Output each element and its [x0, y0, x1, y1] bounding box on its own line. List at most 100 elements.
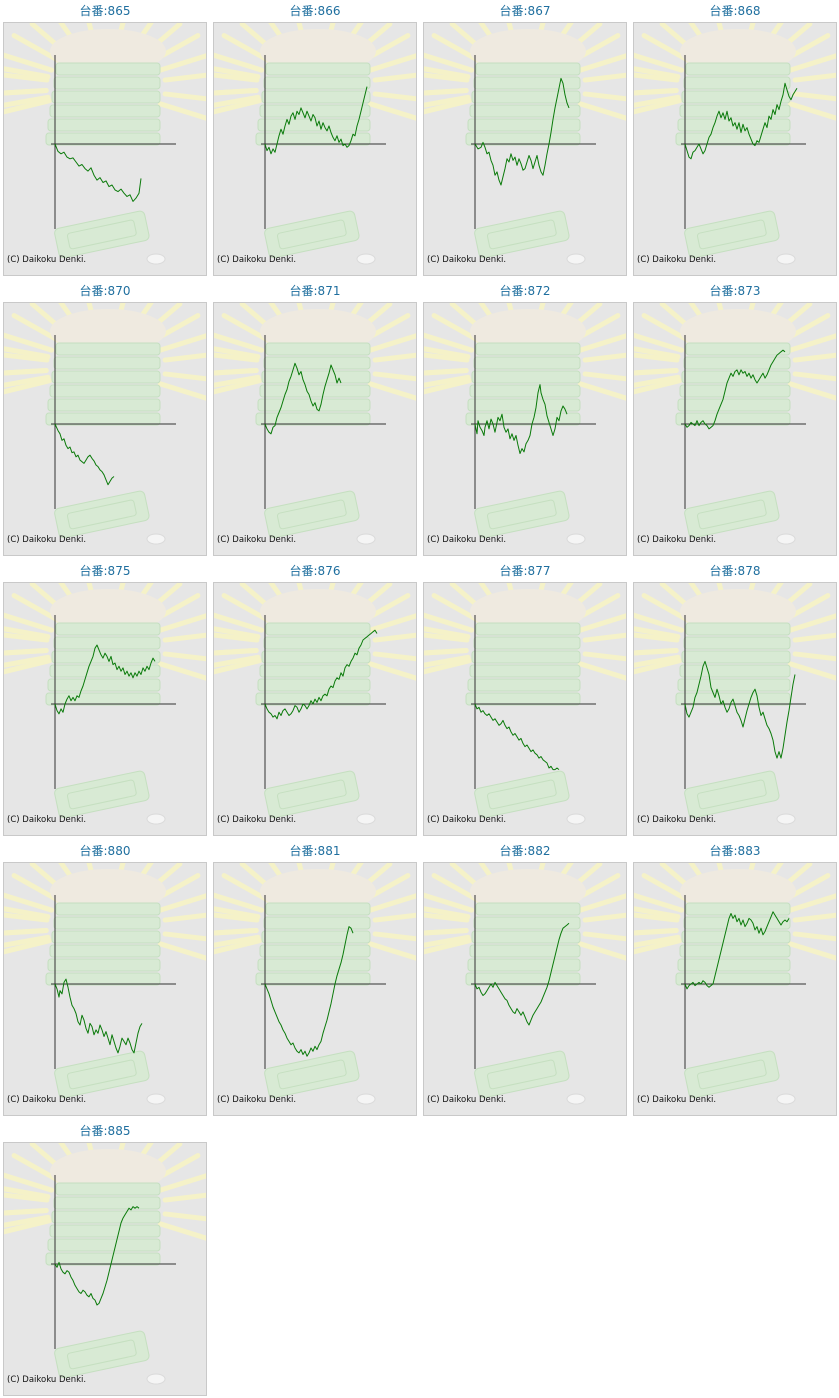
background-ray	[792, 632, 836, 643]
background-ray	[157, 101, 206, 121]
background-ray	[214, 98, 263, 115]
background-ray	[424, 658, 473, 675]
graph-panel: (C) Daikoku Denki.	[423, 302, 627, 556]
background-bottom-tray	[474, 770, 570, 819]
background-tray	[53, 76, 161, 90]
background-ray	[424, 906, 471, 920]
background-coin-pile	[50, 869, 166, 913]
background-coin-pile	[680, 869, 796, 913]
background-ray	[577, 53, 626, 73]
slump-line	[54, 644, 156, 715]
background-tray	[681, 650, 791, 664]
background-coin-pile	[470, 589, 586, 633]
background-ray	[162, 371, 206, 382]
background-tray	[261, 930, 371, 944]
copyright-label: (C) Daikoku Denki.	[7, 255, 87, 265]
machine-number-title[interactable]: 台番:885	[79, 1124, 131, 1138]
background-coin	[146, 1093, 166, 1105]
background-ray	[214, 927, 259, 936]
slump-graph	[634, 303, 836, 545]
machine-number-title[interactable]: 台番:873	[709, 284, 761, 298]
slump-line	[54, 143, 142, 202]
background-ray	[214, 87, 259, 96]
background-ray	[634, 352, 680, 363]
machine-number-title[interactable]: 台番:866	[289, 4, 341, 18]
background-tray	[263, 636, 371, 650]
background-coin-pile	[50, 1149, 166, 1193]
background-ray	[4, 1214, 51, 1228]
background-tray	[465, 132, 581, 146]
background-ray	[787, 893, 836, 913]
slump-graph	[214, 303, 416, 545]
background-ray	[634, 632, 680, 643]
machine-number-title[interactable]: 台番:882	[499, 844, 551, 858]
background-bottom-tray	[474, 1050, 570, 1099]
background-ray	[4, 346, 51, 360]
background-tray	[677, 958, 791, 972]
background-ray	[4, 632, 50, 643]
machine-number-title[interactable]: 台番:868	[709, 4, 761, 18]
background-coin	[776, 1093, 796, 1105]
machine-number-title[interactable]: 台番:880	[79, 844, 131, 858]
copyright-label: (C) Daikoku Denki.	[427, 1095, 507, 1105]
slump-graph	[4, 1143, 206, 1385]
background-tray	[265, 342, 371, 356]
background-tray	[263, 916, 371, 930]
background-ray	[214, 647, 259, 656]
graph-panel: (C) Daikoku Denki.	[633, 302, 837, 556]
background-coin	[356, 253, 376, 265]
graph-panel: (C) Daikoku Denki.	[3, 862, 207, 1116]
background-ray	[372, 371, 416, 382]
machine-number-title[interactable]: 台番:877	[499, 564, 551, 578]
background-coin-pile	[260, 869, 376, 913]
machine-number-title[interactable]: 台番:875	[79, 564, 131, 578]
machine-number-title[interactable]: 台番:872	[499, 284, 551, 298]
background-bottom-tray	[474, 210, 570, 259]
background-ray	[162, 72, 206, 83]
background-tray	[49, 1224, 161, 1238]
background-ray	[214, 612, 265, 633]
background-ray	[4, 626, 51, 640]
background-tray	[467, 398, 581, 412]
background-ray	[424, 367, 469, 376]
background-tray	[467, 958, 581, 972]
background-ray	[787, 101, 836, 121]
slump-graph	[634, 583, 836, 825]
background-tray	[53, 636, 161, 650]
machine-number-title[interactable]: 台番:883	[709, 844, 761, 858]
background-ray	[582, 72, 626, 83]
background-tray	[675, 132, 791, 146]
machine-number-title[interactable]: 台番:865	[79, 4, 131, 18]
background-ray	[634, 72, 680, 83]
background-ray	[424, 94, 471, 108]
background-ray	[634, 367, 679, 376]
background-tray	[467, 678, 581, 692]
machine-number-title[interactable]: 台番:870	[79, 284, 131, 298]
background-ray	[424, 332, 475, 353]
machine-number-title[interactable]: 台番:876	[289, 564, 341, 578]
background-tray	[259, 104, 371, 118]
background-tray	[47, 398, 161, 412]
background-tray	[255, 972, 371, 986]
background-ray	[792, 912, 836, 923]
background-coin	[146, 1373, 166, 1385]
machine-number-title[interactable]: 台番:867	[499, 4, 551, 18]
machine-number-title[interactable]: 台番:878	[709, 564, 761, 578]
background-ray	[792, 651, 836, 662]
machine-number-title[interactable]: 台番:881	[289, 844, 341, 858]
machine-number-title[interactable]: 台番:871	[289, 284, 341, 298]
background-tray	[683, 76, 791, 90]
background-ray	[424, 912, 470, 923]
graph-panel: (C) Daikoku Denki.	[213, 22, 417, 276]
background-ray	[634, 912, 680, 923]
slump-line	[474, 703, 560, 771]
background-ray	[162, 632, 206, 643]
background-ray	[634, 612, 685, 633]
background-coin-pile	[50, 309, 166, 353]
background-ray	[634, 626, 681, 640]
background-bottom-tray	[54, 490, 150, 539]
graph-panel: (C) Daikoku Denki.	[423, 582, 627, 836]
graph-panel: (C) Daikoku Denki.	[3, 302, 207, 556]
background-ray	[424, 378, 473, 395]
copyright-label: (C) Daikoku Denki.	[7, 1095, 87, 1105]
